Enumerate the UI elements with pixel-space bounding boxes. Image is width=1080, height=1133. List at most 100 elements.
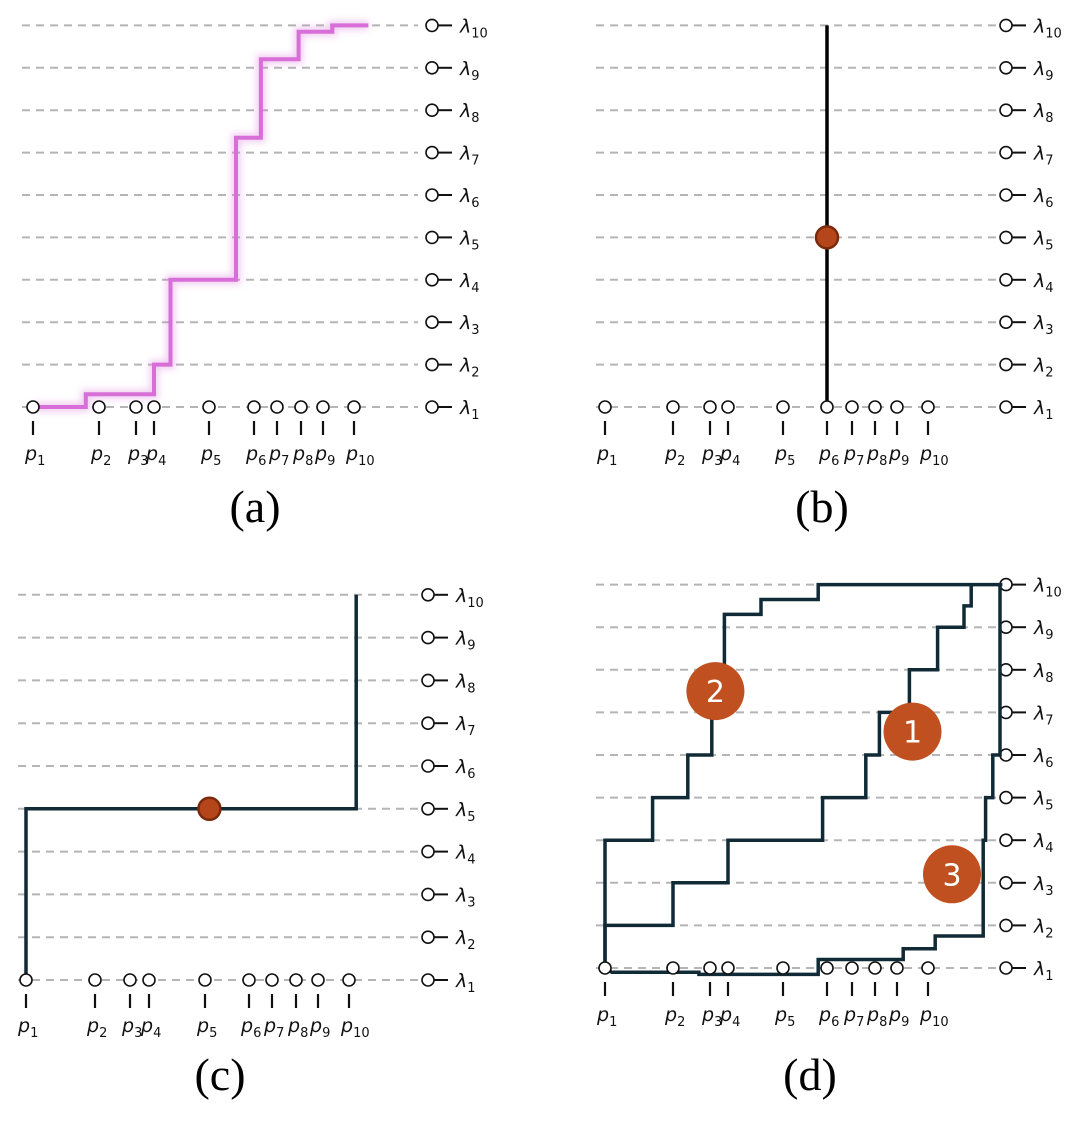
lambda-node-6: [421, 759, 435, 773]
lambda-label-10: λ10: [455, 585, 484, 611]
p-node-10: [921, 961, 935, 975]
lambda-label-4: λ4: [1033, 830, 1054, 856]
p-node-9: [890, 400, 904, 414]
lambda-node-6: [999, 748, 1013, 762]
p-label-7: p7: [263, 1015, 284, 1041]
lambda-node-8: [999, 662, 1013, 677]
badge-label-1: 1: [903, 716, 922, 751]
p-label-6: p6: [240, 1015, 261, 1041]
p-node-2: [666, 400, 680, 414]
lambda-node-4: [999, 833, 1013, 848]
lambda-node-5: [999, 790, 1013, 805]
p-node-10: [921, 400, 935, 414]
caption-a: (a): [229, 481, 280, 532]
lambda-label-1: λ1: [1033, 397, 1054, 423]
path-line-2: [603, 582, 1003, 968]
lambda-label-1: λ1: [459, 397, 480, 423]
p-label-4: p4: [719, 443, 740, 469]
p-label-3: p3: [701, 1004, 722, 1030]
lambda-label-3: λ3: [1033, 312, 1054, 338]
p-label-9: p9: [314, 443, 335, 469]
lambda-node-4: [421, 844, 435, 859]
p-node-3: [129, 400, 143, 414]
p-label-10: p10: [919, 443, 949, 469]
p-label-9: p9: [888, 443, 909, 469]
lambda-label-6: λ6: [1033, 745, 1054, 771]
p-node-9: [890, 961, 904, 975]
lambda-label-7: λ7: [459, 143, 480, 169]
lambda-node-2: [425, 357, 439, 372]
lambda-label-7: λ7: [1033, 702, 1054, 728]
p-node-4: [147, 400, 161, 414]
lambda-label-5: λ5: [455, 799, 476, 825]
p-node-3: [703, 961, 717, 975]
lambda-node-7: [425, 145, 439, 160]
p-node-3: [123, 973, 137, 987]
p-node-9: [316, 400, 330, 414]
p-label-8: p8: [866, 443, 887, 469]
path-line: [33, 23, 369, 409]
p-label-5: p5: [200, 443, 221, 469]
p-label-2: p2: [90, 443, 111, 469]
caption-c: (c): [194, 1049, 245, 1100]
lambda-node-8: [425, 103, 439, 117]
p-label-6: p6: [818, 443, 839, 469]
lambda-label-9: λ9: [459, 58, 480, 84]
lambda-label-2: λ2: [459, 355, 480, 381]
p-label-7: p7: [843, 443, 864, 469]
p-node-8: [868, 400, 882, 414]
p-node-3: [703, 400, 717, 414]
p-node-1: [26, 400, 40, 414]
path-line-1: [603, 584, 973, 968]
p-node-2: [88, 973, 102, 987]
lambda-label-2: λ2: [1033, 355, 1054, 381]
lambda-label-8: λ8: [1033, 660, 1054, 686]
highlight-dot: [814, 225, 840, 250]
p-label-7: p7: [843, 1004, 864, 1030]
p-node-4: [721, 961, 735, 975]
p-node-6: [247, 400, 261, 414]
path-line-3: [604, 584, 1002, 977]
p-label-5: p5: [774, 1004, 795, 1030]
lambda-label-4: λ4: [459, 270, 480, 296]
p-label-1: p1: [17, 1015, 38, 1041]
lambda-label-3: λ3: [455, 884, 476, 910]
p-label-5: p5: [774, 443, 795, 469]
p-label-1: p1: [596, 1004, 617, 1030]
p-label-4: p4: [719, 1004, 740, 1030]
p-node-10: [342, 973, 356, 987]
lambda-node-3: [999, 875, 1013, 890]
p-label-9: p9: [888, 1004, 909, 1030]
caption-b: (b): [795, 481, 849, 532]
lambda-node-7: [999, 705, 1013, 720]
p-node-5: [776, 961, 790, 975]
lambda-node-1: [999, 400, 1013, 414]
lambda-label-2: λ2: [455, 927, 476, 953]
lambda-node-2: [999, 918, 1013, 933]
lambda-label-3: λ3: [1033, 873, 1054, 899]
lambda-node-9: [999, 61, 1013, 75]
p-node-10: [347, 400, 361, 414]
p-label-7: p7: [268, 443, 289, 469]
lambda-label-1: λ1: [1033, 958, 1054, 984]
badge-circle-3: [923, 845, 981, 904]
p-node-6: [820, 400, 834, 414]
p-node-4: [142, 973, 156, 987]
badge-circle-1: [883, 702, 942, 761]
lambda-node-5: [421, 801, 435, 816]
p-label-10: p10: [345, 443, 375, 469]
lambda-label-6: λ6: [455, 756, 476, 782]
lambda-node-3: [425, 315, 439, 330]
lambda-label-9: λ9: [1033, 58, 1054, 84]
p-label-6: p6: [818, 1004, 839, 1030]
p-label-9: p9: [309, 1015, 330, 1041]
badge-label-2: 2: [706, 675, 725, 710]
lambda-label-1: λ1: [455, 970, 476, 996]
p-node-2: [666, 961, 680, 975]
lambda-label-7: λ7: [455, 713, 476, 739]
lambda-node-9: [421, 630, 435, 645]
lambda-node-2: [999, 357, 1013, 372]
